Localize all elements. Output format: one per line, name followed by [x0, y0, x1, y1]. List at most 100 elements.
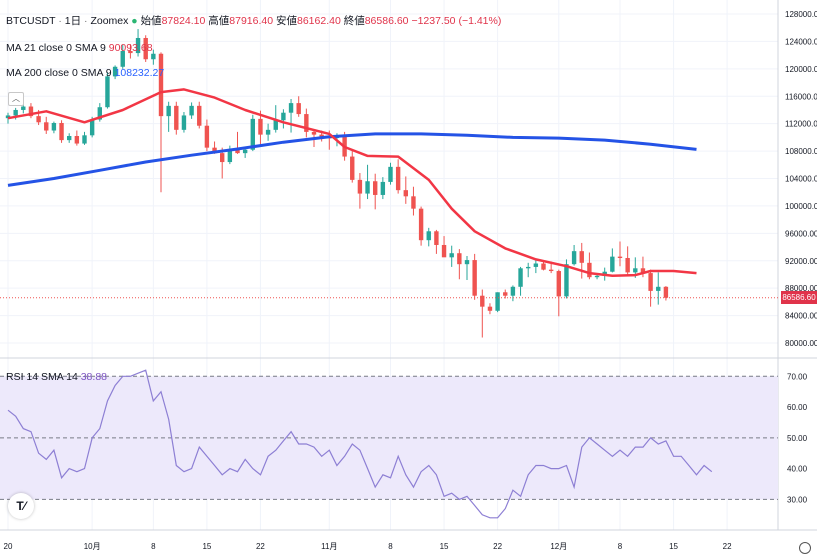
- candle-body: [105, 76, 110, 108]
- close-label: 終値: [343, 15, 365, 27]
- candle-body: [457, 253, 462, 265]
- symbol-name[interactable]: BTCUSDT: [6, 15, 56, 27]
- price-axis-tick-label: 96000.00: [785, 229, 817, 238]
- change-value: −1237.50: [411, 15, 456, 27]
- open-label: 始値: [140, 15, 162, 27]
- time-axis-tick-label: 22: [723, 542, 732, 551]
- candle-body: [89, 119, 95, 136]
- price-axis-tick-label: 84000.00: [785, 312, 817, 321]
- rsi-legend[interactable]: RSI 14 SMA 14 38.88: [6, 370, 107, 384]
- ma21-label: MA 21 close 0 SMA 9: [6, 42, 106, 54]
- candle-body: [166, 105, 171, 117]
- candle-body: [357, 179, 363, 194]
- candle-body: [67, 136, 72, 141]
- open-value: 87824.10: [161, 15, 206, 27]
- collapse-legend-button[interactable]: ︿: [8, 92, 24, 106]
- price-axis-tick-label: 120000.00: [785, 65, 817, 74]
- candle-body: [579, 251, 584, 263]
- candle-body: [510, 286, 516, 296]
- candle-body: [541, 263, 546, 270]
- ma200-legend[interactable]: MA 200 close 0 SMA 9 108232.27: [6, 66, 164, 80]
- candle-body: [548, 269, 554, 272]
- candle-body: [464, 260, 470, 265]
- time-axis-tick-label: 10月: [84, 542, 101, 551]
- candle-body: [587, 262, 592, 278]
- candle-body: [403, 190, 408, 197]
- candle-body: [411, 196, 416, 209]
- rsi-axis-tick-label: 40.00: [787, 465, 808, 474]
- candle-body: [97, 107, 102, 120]
- candle-body: [120, 51, 125, 67]
- candle-body: [380, 181, 386, 195]
- ma21-line: [7, 88, 697, 278]
- candle-body: [51, 122, 57, 131]
- time-axis-tick-label: 8: [151, 542, 156, 551]
- rsi-label: RSI 14 SMA 14: [6, 371, 78, 383]
- candle-body: [220, 153, 225, 163]
- time-axis-tick-label: 8: [618, 542, 623, 551]
- price-axis-tick-label: 112000.00: [785, 120, 817, 129]
- ma200-line: [7, 132, 697, 187]
- price-axis-tick-label: 100000.00: [785, 202, 817, 211]
- candle-body: [319, 134, 324, 138]
- candle-body: [472, 260, 477, 296]
- last-price-tag: 86586.60: [781, 291, 817, 304]
- price-axis-tick-label: 124000.00: [785, 37, 817, 46]
- candle-body: [533, 263, 539, 267]
- high-label: 高値: [208, 15, 230, 27]
- candle-body: [503, 292, 508, 296]
- rsi-axis-tick-label: 70.00: [787, 372, 808, 381]
- candle-body: [82, 135, 87, 144]
- interval-label[interactable]: 1日: [64, 15, 82, 27]
- candle-body: [617, 256, 623, 259]
- candle-body: [181, 115, 187, 130]
- settings-icon[interactable]: [799, 542, 811, 554]
- candle-body: [112, 66, 118, 77]
- candle-body: [296, 103, 301, 115]
- price-axis-tick-label: 88000.00: [785, 284, 817, 293]
- time-axis-tick-label: 22: [493, 542, 502, 551]
- price-axis-tick-label: 108000.00: [785, 147, 817, 156]
- candle-body: [21, 106, 26, 110]
- candle-body: [594, 275, 600, 278]
- candle-body: [518, 268, 523, 287]
- candle-body: [235, 149, 240, 154]
- market-status-icon: ●: [131, 15, 138, 27]
- candle-body: [571, 251, 577, 265]
- candle-body: [656, 286, 661, 291]
- candle-body: [288, 103, 294, 113]
- candle-body: [487, 306, 493, 311]
- candle-body: [373, 181, 378, 195]
- candle-body: [128, 51, 133, 54]
- time-axis-tick-label: 20: [4, 542, 13, 551]
- exchange-label: Zoomex: [90, 15, 129, 27]
- candle-body: [212, 147, 217, 154]
- candle-body: [388, 166, 393, 182]
- candle-body: [44, 122, 49, 131]
- change-percent: (−1.41%): [458, 15, 502, 27]
- time-axis-tick-label: 11月: [321, 542, 337, 551]
- candle-body: [526, 266, 531, 269]
- candle-body: [13, 109, 18, 116]
- candle-body: [158, 53, 164, 117]
- time-axis-tick-label: 15: [669, 542, 678, 551]
- price-axis-tick-label: 80000.00: [785, 339, 817, 348]
- time-axis-tick-label: 12月: [550, 542, 567, 551]
- candle-body: [395, 166, 401, 191]
- ma21-value: 90093.68: [108, 42, 153, 54]
- candle-body: [5, 115, 11, 119]
- candle-body: [36, 116, 41, 123]
- high-value: 87916.40: [229, 15, 274, 27]
- price-axis-tick-label: 92000.00: [785, 257, 817, 266]
- candle-body: [250, 118, 255, 150]
- ma200-value: 108232.27: [114, 67, 165, 79]
- candle-body: [449, 253, 454, 258]
- candle-body: [28, 106, 34, 117]
- ma21-legend[interactable]: MA 21 close 0 SMA 9 90093.68: [6, 41, 153, 55]
- candle-body: [197, 105, 202, 126]
- tradingview-logo[interactable]: T⁄: [8, 493, 34, 519]
- candle-body: [556, 271, 561, 297]
- candle-body: [174, 105, 179, 130]
- candle-body: [418, 208, 424, 241]
